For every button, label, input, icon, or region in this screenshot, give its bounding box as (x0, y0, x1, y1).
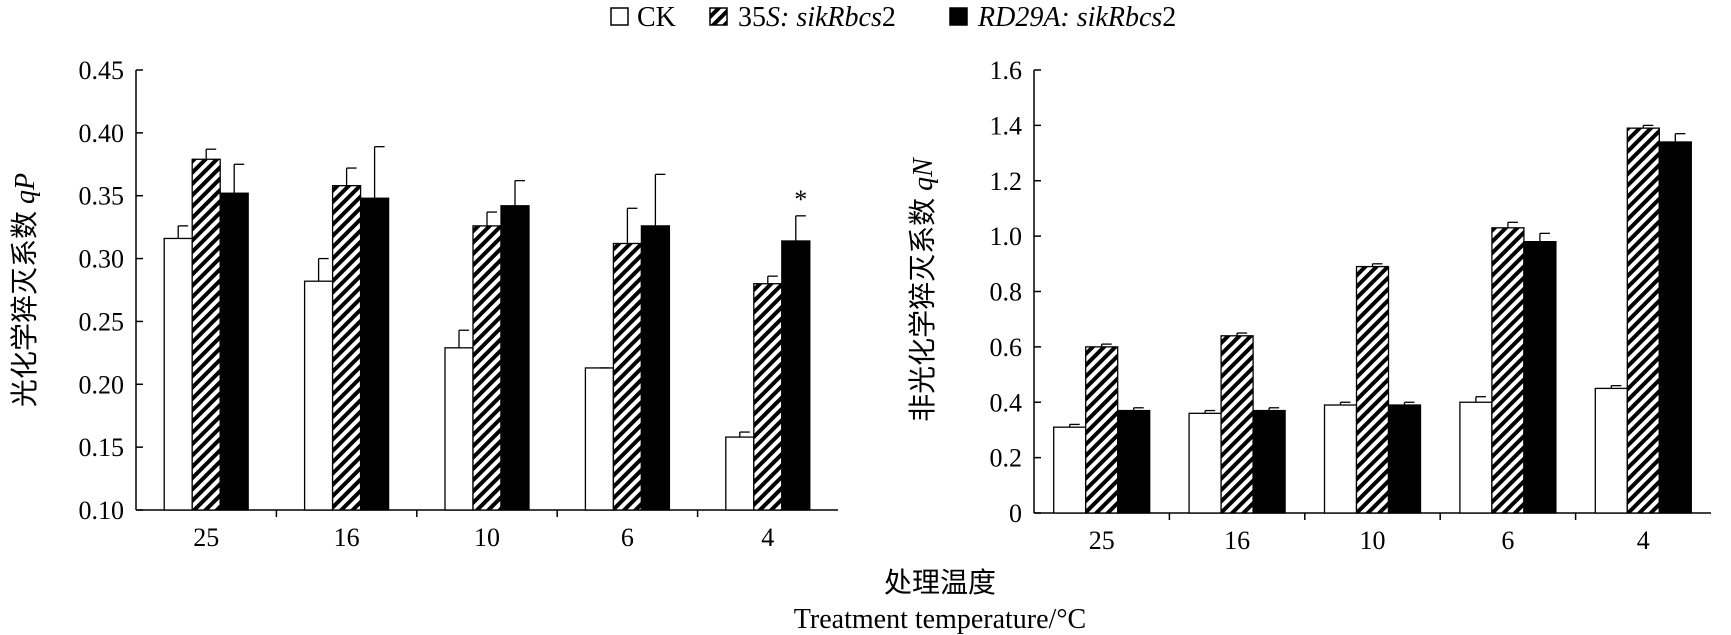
qp-y-tick-label: 0.45 (79, 56, 125, 85)
qp-bar-ck (163, 237, 193, 511)
qn-x-tick-label: 6 (1501, 526, 1514, 555)
qn-bar-rd29a (1658, 141, 1692, 514)
qp-x-ticks: 25 16 10 6 4 (193, 510, 774, 552)
qn-bar-ck (1053, 426, 1087, 514)
legend-swatch-ck (610, 7, 629, 26)
qn-bar-ck (1323, 404, 1358, 514)
qn-bar-35s (1355, 265, 1390, 514)
qn-y-tick-label: 1.0 (990, 222, 1023, 251)
qp-x-tick-label: 6 (621, 523, 634, 552)
qn-y-tick-label: 0.4 (990, 388, 1023, 417)
qp-y-tick-label: 0.30 (79, 245, 125, 274)
qn-bar-ck (1594, 387, 1628, 514)
qn-x-tick-label: 25 (1089, 526, 1115, 555)
qp-bar-35s (612, 242, 643, 511)
qp-bar-ck (584, 367, 615, 511)
qn-x-tick-label: 16 (1224, 526, 1250, 555)
qn-y-tick-label: 0.6 (990, 333, 1023, 362)
qn-bar-rd29a (1387, 404, 1422, 514)
qp-y-tick-label: 0.15 (79, 433, 125, 462)
qn-bar-ck (1188, 412, 1222, 514)
qn-y-tick-label: 0.8 (990, 278, 1023, 307)
qp-bar-rd29a (359, 197, 390, 511)
qn-x-tick-label: 4 (1637, 526, 1650, 555)
qp-bar-rd29a (219, 192, 249, 511)
qp-bar-35s (753, 283, 783, 511)
legend-item-rd29a: RD29A: sikRbcs2 (949, 2, 1176, 33)
qn-bar-35s (1085, 346, 1119, 514)
qp-y-tick-label: 0.40 (79, 119, 125, 148)
legend-swatch-rd29a (949, 7, 968, 26)
qn-y-tick-label: 0 (1009, 499, 1022, 528)
qp-bar-rd29a (500, 205, 530, 511)
qp-y-tick-label: 0.25 (79, 307, 125, 336)
qn-bar-rd29a (1117, 409, 1151, 514)
qp-annotations: * (794, 185, 807, 214)
qp-y-axis-title: 光化学猝灭系数 qP (9, 173, 41, 407)
x-axis-title-en: Treatment temperature/°C (794, 604, 1086, 635)
qn-bar-35s (1491, 227, 1525, 514)
qn-y-tick-label: 1.6 (990, 56, 1023, 85)
qn-bars (1053, 124, 1692, 514)
qn-x-ticks: 25 16 10 6 4 (1089, 513, 1650, 555)
qn-bar-ck (1459, 401, 1493, 514)
qn-y-ticks: 0 0.2 0.4 0.6 0.8 1.0 1.2 1.4 1.6 (990, 56, 1041, 528)
legend: CK 35S: sikRbcs2 RD29A: sikRbcs2 (610, 2, 1176, 33)
qp-bar-35s (472, 225, 502, 511)
qp-x-tick-label: 25 (193, 523, 219, 552)
qp-bar-35s (331, 185, 362, 511)
qn-y-axis-title: 非光化学猝灭系数 qN (907, 157, 939, 422)
qn-bar-35s (1220, 335, 1254, 514)
qn-bar-35s (1626, 127, 1660, 514)
qn-bar-rd29a (1523, 241, 1557, 514)
qn-y-tick-label: 0.2 (990, 444, 1023, 473)
qn-chart: 0 0.2 0.4 0.6 0.8 1.0 1.2 1.4 1.6 25 16 10 6 4 非光化学猝… (907, 56, 1711, 555)
qp-y-tick-label: 0.35 (79, 182, 125, 211)
qp-chart: 0.10 0.15 0.20 0.25 0.30 0.35 0.40 0.45 25 16 10 6… (9, 56, 838, 552)
legend-item-35s: 35S: sikRbcs2 (709, 2, 896, 33)
qp-bar-ck (444, 347, 474, 511)
qp-bar-rd29a (640, 225, 671, 511)
qp-bar-ck (725, 436, 755, 511)
qp-bar-35s (191, 158, 221, 511)
qp-x-tick-label: 10 (474, 523, 500, 552)
qp-bar-ck (303, 280, 334, 511)
legend-label-ck: CK (637, 2, 676, 33)
qp-bars (163, 146, 811, 511)
qp-bar-rd29a (781, 240, 811, 511)
qp-x-tick-label: 4 (761, 523, 774, 552)
qp-y-tick-label: 0.10 (79, 496, 125, 525)
qp-significance-marker: * (794, 185, 807, 214)
legend-label-35s: 35S: sikRbcs2 (738, 2, 896, 33)
qn-x-tick-label: 10 (1360, 526, 1386, 555)
legend-swatch-35s (709, 7, 728, 26)
qn-y-tick-label: 1.4 (990, 111, 1023, 140)
qp-y-tick-label: 0.20 (79, 370, 125, 399)
legend-label-rd29a: RD29A: sikRbcs2 (977, 2, 1176, 33)
qn-bar-rd29a (1252, 409, 1286, 514)
legend-item-ck: CK (610, 2, 676, 33)
x-axis-title-cn: 处理温度 (884, 567, 996, 599)
qp-y-ticks: 0.10 0.15 0.20 0.25 0.30 0.35 0.40 0.45 (79, 56, 143, 525)
qp-x-tick-label: 16 (334, 523, 360, 552)
qn-y-tick-label: 1.2 (990, 167, 1023, 196)
